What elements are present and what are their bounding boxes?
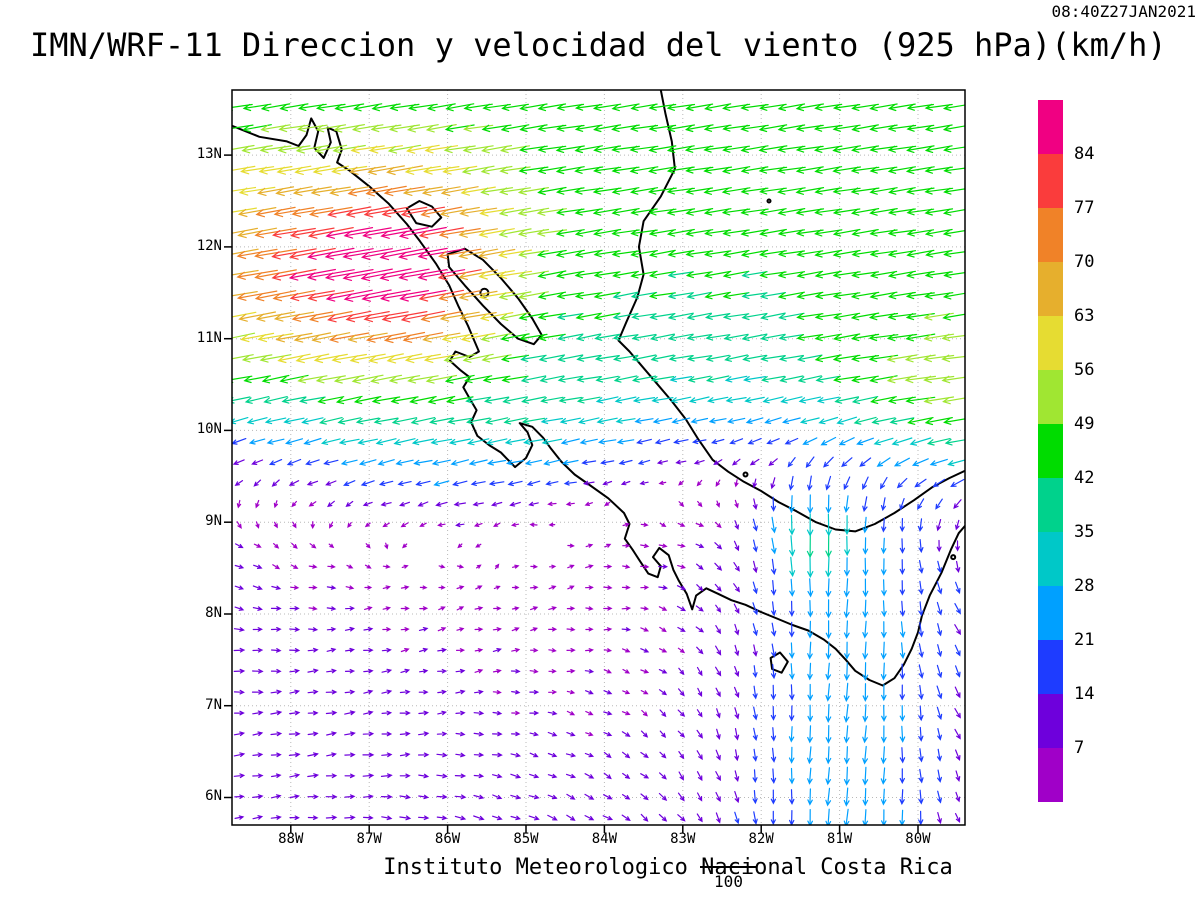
small-island-3 xyxy=(766,198,772,204)
reference-vector-line xyxy=(700,866,757,868)
colorbar-tick-label: 70 xyxy=(1074,252,1095,272)
lon-tick-label: 83W xyxy=(670,831,696,847)
colorbar-segment xyxy=(1038,262,1063,316)
map-frame xyxy=(224,89,966,833)
colorbar-tick-label: 21 xyxy=(1074,630,1095,650)
lat-tick-label: 7N xyxy=(205,696,222,713)
small-island-2 xyxy=(950,554,957,561)
lat-tick-label: 11N xyxy=(196,329,222,346)
small-island-1 xyxy=(742,471,749,478)
colorbar-segment xyxy=(1038,424,1063,478)
lake-managua-outline xyxy=(405,200,443,228)
colorbar-tick-label: 63 xyxy=(1074,306,1095,326)
lon-tick-label: 86W xyxy=(434,831,461,847)
colorbar-segment xyxy=(1038,532,1063,586)
lat-tick-label: 6N xyxy=(205,788,222,805)
colorbar-segment xyxy=(1038,478,1063,532)
attribution: Instituto Meteorologico Nacional Costa R… xyxy=(383,855,953,880)
colorbar-segment xyxy=(1038,640,1063,694)
lat-tick-label: 8N xyxy=(205,604,222,621)
colorbar-tick-label: 35 xyxy=(1074,522,1095,542)
colorbar-tick-label: 28 xyxy=(1074,576,1095,596)
colorbar-segment xyxy=(1038,154,1063,208)
colorbar-tick-label: 56 xyxy=(1074,360,1095,380)
coastlines xyxy=(232,90,965,687)
lon-tick-label: 81W xyxy=(826,831,853,847)
colorbar-tick-label: 7 xyxy=(1074,738,1085,758)
colorbar-tick-label: 49 xyxy=(1074,414,1095,434)
colorbar-tick-label: 77 xyxy=(1074,198,1095,218)
lat-tick-label: 12N xyxy=(196,237,222,254)
caribbean-coastline xyxy=(617,90,965,533)
colorbar-segment xyxy=(1038,748,1063,802)
lat-tick-label: 13N xyxy=(196,146,222,163)
reference-vector-value: 100 xyxy=(714,872,743,891)
lon-tick-label: 80W xyxy=(905,831,931,847)
lon-tick-label: 87W xyxy=(356,831,382,847)
colorbar-segment xyxy=(1038,694,1063,748)
pacific-coastline xyxy=(232,117,965,687)
lake-nicaragua-outline xyxy=(446,247,543,346)
lon-tick-label: 85W xyxy=(513,831,539,847)
lon-tick-label: 84W xyxy=(591,831,618,847)
lat-tick-label: 9N xyxy=(205,513,222,530)
colorbar-tick-label: 84 xyxy=(1074,144,1095,164)
colorbar-segment xyxy=(1038,208,1063,262)
wind-arrows xyxy=(232,103,965,825)
colorbar-tick-label: 42 xyxy=(1074,468,1095,488)
lat-tick-label: 10N xyxy=(196,421,222,438)
colorbar-segment xyxy=(1038,100,1063,154)
colorbar-segment xyxy=(1038,316,1063,370)
coiba-island-outline xyxy=(769,651,789,674)
colorbar-segment xyxy=(1038,586,1063,640)
lon-tick-label: 88W xyxy=(278,831,304,847)
colorbar-segment xyxy=(1038,370,1063,424)
lon-tick-label: 82W xyxy=(748,831,774,847)
colorbar-tick-label: 14 xyxy=(1074,684,1095,704)
page-title: IMN/WRF-11 Direccion y velocidad del vie… xyxy=(30,26,1167,64)
run-timestamp: 08:40Z27JAN2021 xyxy=(1051,2,1197,21)
colorbar xyxy=(1038,100,1063,802)
grid-lines xyxy=(232,90,965,825)
